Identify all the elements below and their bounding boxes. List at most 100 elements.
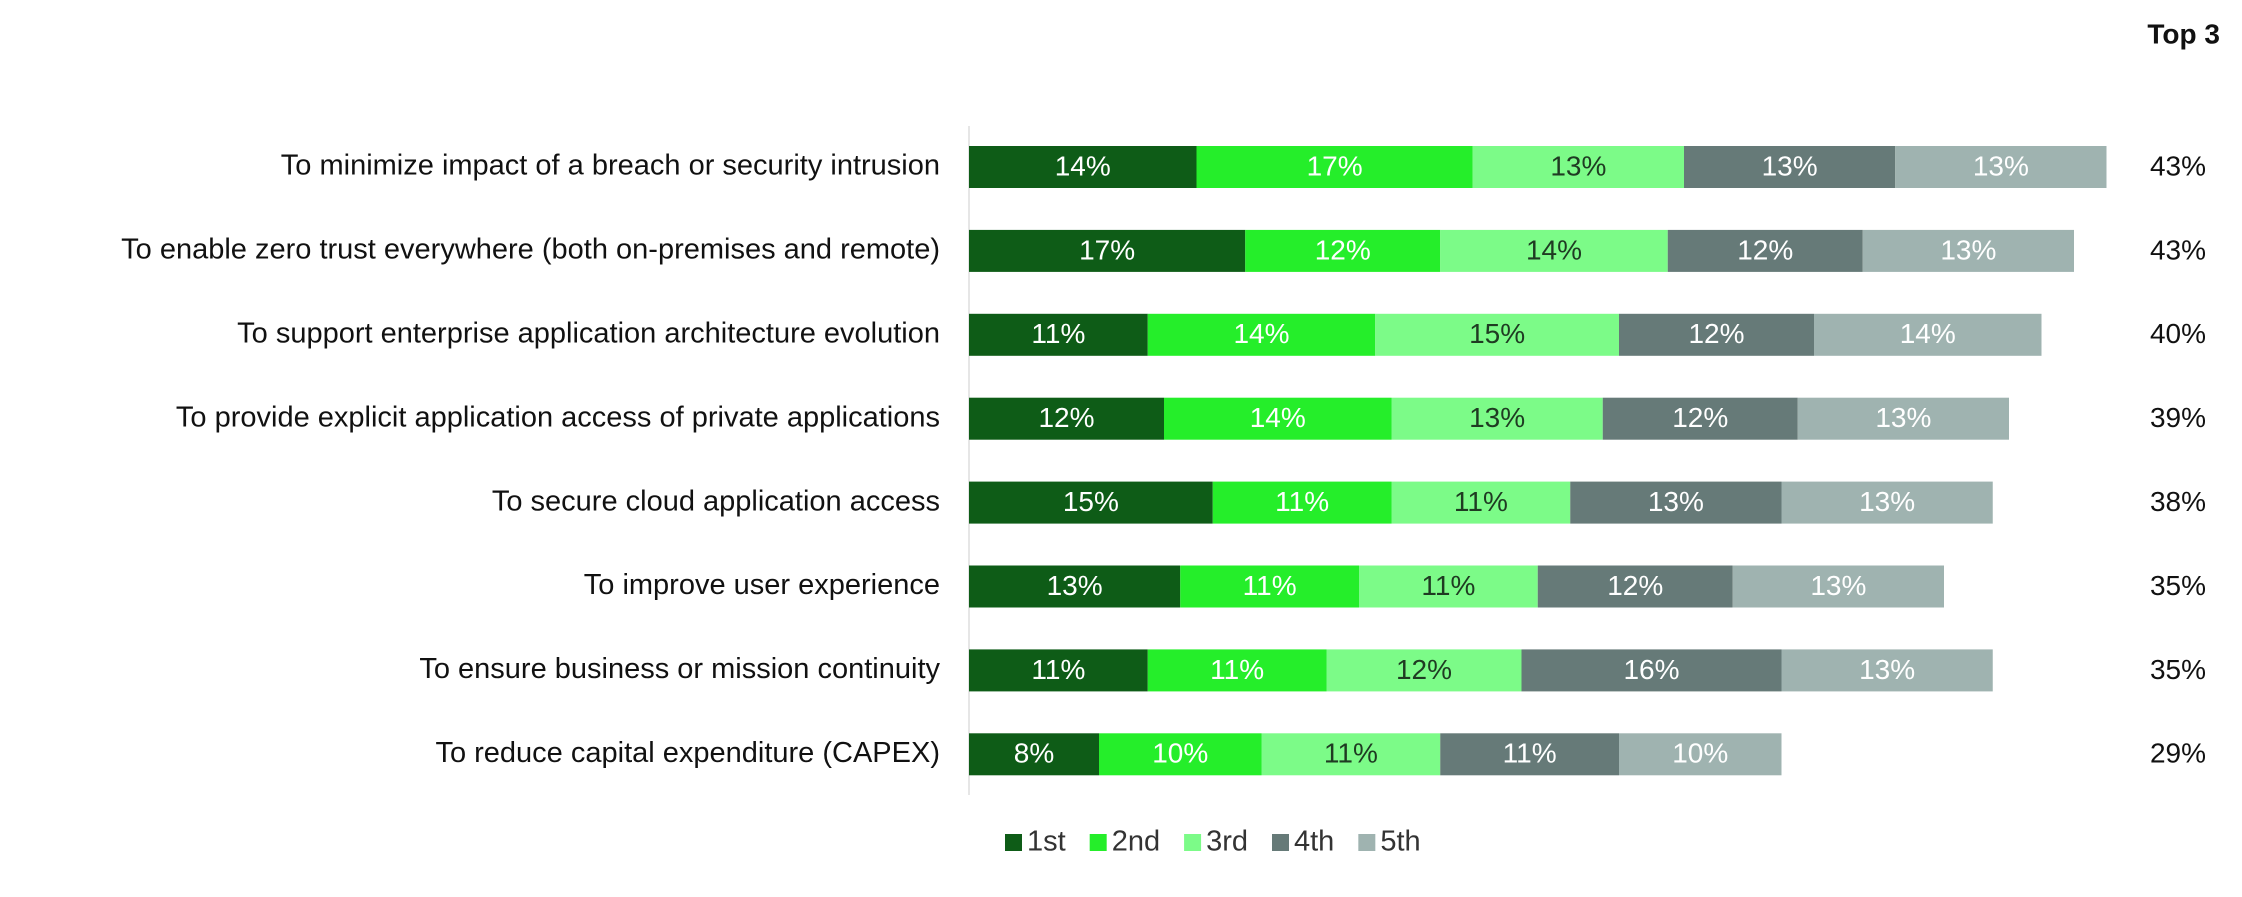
bar-segment bbox=[1261, 733, 1441, 776]
legend-swatch bbox=[1005, 834, 1022, 851]
data-label: 10% bbox=[1152, 738, 1208, 769]
bar-segment bbox=[1440, 229, 1668, 272]
data-label: 11% bbox=[1275, 486, 1329, 517]
data-label: 11% bbox=[1503, 738, 1557, 769]
bar-segment bbox=[969, 313, 1148, 356]
data-label: 10% bbox=[1672, 738, 1728, 769]
data-label: 17% bbox=[1307, 150, 1363, 181]
category-label: To improve user experience bbox=[584, 569, 940, 601]
legend-label: 1st bbox=[1027, 826, 1066, 858]
bar-segment bbox=[1667, 229, 1863, 272]
top3-value: 38% bbox=[2150, 486, 2206, 517]
bar-segment bbox=[1537, 565, 1733, 608]
bar-segment bbox=[969, 481, 1213, 524]
bar-segment bbox=[1781, 481, 1993, 524]
bar-segment bbox=[1326, 649, 1522, 692]
bar-segment bbox=[1375, 313, 1619, 356]
data-label: 11% bbox=[1454, 486, 1508, 517]
data-label: 12% bbox=[1607, 570, 1663, 601]
top3-title: Top 3 bbox=[2147, 18, 2220, 49]
data-label: 12% bbox=[1737, 234, 1793, 265]
bar-segment bbox=[969, 229, 1246, 272]
data-label: 11% bbox=[1324, 738, 1378, 769]
bar-segment bbox=[1732, 565, 1944, 608]
data-label: 11% bbox=[1031, 318, 1085, 349]
category-label: To provide explicit application access o… bbox=[176, 401, 940, 433]
data-label: 13% bbox=[1469, 402, 1525, 433]
data-label: 12% bbox=[1672, 402, 1728, 433]
data-label: 11% bbox=[1031, 654, 1085, 685]
data-label: 13% bbox=[1648, 486, 1704, 517]
top3-value: 43% bbox=[2150, 234, 2206, 265]
bar-segment bbox=[1147, 313, 1376, 356]
bar-segment bbox=[1619, 733, 1782, 776]
data-label: 13% bbox=[1973, 150, 2029, 181]
data-label: 13% bbox=[1859, 654, 1915, 685]
bar-segment bbox=[1602, 397, 1798, 440]
data-label: 17% bbox=[1079, 234, 1135, 265]
data-label: 11% bbox=[1243, 570, 1297, 601]
top3-value: 35% bbox=[2150, 570, 2206, 601]
bar-segment bbox=[1180, 565, 1359, 608]
bar-segment bbox=[1781, 649, 1993, 692]
top3-value: 40% bbox=[2150, 318, 2206, 349]
data-label: 13% bbox=[1047, 570, 1103, 601]
legend-label: 4th bbox=[1294, 826, 1334, 858]
bar-segment bbox=[1212, 481, 1392, 524]
legend-swatch bbox=[1272, 834, 1289, 851]
top3-value: 39% bbox=[2150, 402, 2206, 433]
data-label: 13% bbox=[1875, 402, 1931, 433]
bar-segment bbox=[969, 146, 1197, 188]
data-label: 12% bbox=[1038, 402, 1094, 433]
bar-segment bbox=[969, 397, 1164, 440]
bar-segment bbox=[969, 649, 1148, 692]
data-label: 15% bbox=[1063, 486, 1119, 517]
category-label: To support enterprise application archit… bbox=[237, 317, 940, 349]
legend-swatch bbox=[1089, 834, 1107, 851]
bar-segment bbox=[1895, 146, 2107, 188]
bar-segment bbox=[1862, 229, 2074, 272]
bar-segment bbox=[1570, 481, 1782, 524]
bar-segment bbox=[1521, 649, 1782, 692]
bar-segment bbox=[1797, 397, 2009, 440]
legend-label: 3rd bbox=[1206, 826, 1248, 858]
bar-segment bbox=[1472, 146, 1684, 188]
data-label: 12% bbox=[1315, 234, 1371, 265]
data-label: 14% bbox=[1526, 234, 1582, 265]
data-label: 14% bbox=[1055, 150, 1111, 181]
legend-label: 2nd bbox=[1112, 826, 1160, 858]
data-label: 12% bbox=[1396, 654, 1452, 685]
category-label: To reduce capital expenditure (CAPEX) bbox=[435, 737, 940, 769]
top3-value: 29% bbox=[2150, 738, 2206, 769]
bar-segment bbox=[1099, 733, 1262, 776]
bar-segment bbox=[1245, 229, 1441, 272]
data-label: 8% bbox=[1014, 738, 1054, 769]
bar-segment bbox=[1440, 733, 1619, 776]
data-label: 11% bbox=[1421, 570, 1475, 601]
top3-value: 43% bbox=[2150, 150, 2206, 181]
bar-segment bbox=[1359, 565, 1538, 608]
data-label: 14% bbox=[1900, 318, 1956, 349]
category-label: To ensure business or mission continuity bbox=[419, 653, 940, 685]
data-label: 13% bbox=[1859, 486, 1915, 517]
bar-segment bbox=[1391, 397, 1603, 440]
bar-segment bbox=[1196, 146, 1473, 188]
bar-segment bbox=[969, 733, 1099, 776]
legend-swatch bbox=[1358, 834, 1376, 851]
data-label: 15% bbox=[1469, 318, 1525, 349]
category-label: To minimize impact of a breach or securi… bbox=[281, 150, 940, 182]
bar-segment bbox=[1164, 397, 1392, 440]
data-label: 12% bbox=[1688, 318, 1744, 349]
data-label: 14% bbox=[1233, 318, 1289, 349]
bar-segment bbox=[1619, 313, 1814, 356]
bar-segment bbox=[1814, 313, 2042, 356]
bar-segment bbox=[1391, 481, 1571, 524]
legend-label: 5th bbox=[1380, 826, 1420, 858]
data-label: 14% bbox=[1250, 402, 1306, 433]
data-label: 16% bbox=[1623, 654, 1679, 685]
category-label: To secure cloud application access bbox=[492, 485, 940, 517]
data-label: 13% bbox=[1550, 150, 1606, 181]
bar-segment bbox=[1147, 649, 1327, 692]
data-label: 13% bbox=[1762, 150, 1818, 181]
